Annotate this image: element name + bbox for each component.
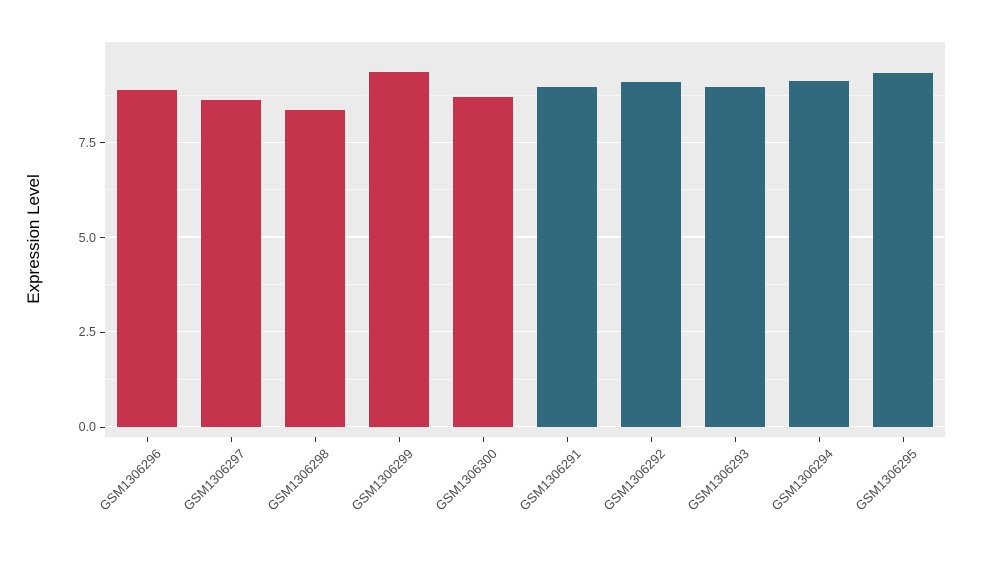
gridline-major bbox=[105, 330, 945, 333]
x-tick bbox=[902, 437, 904, 442]
x-tick-label: GSM1306294 bbox=[768, 446, 836, 514]
y-tick-label: 5.0 bbox=[78, 230, 96, 245]
x-tick-label: GSM1306295 bbox=[852, 446, 920, 514]
bar-GSM1306291 bbox=[537, 86, 597, 427]
bar-GSM1306292 bbox=[621, 82, 681, 427]
x-tick-label: GSM1306299 bbox=[348, 446, 416, 514]
x-tick bbox=[734, 437, 736, 442]
gridline-major bbox=[105, 236, 945, 238]
gridline-minor bbox=[105, 189, 945, 191]
bar-GSM1306300 bbox=[453, 97, 513, 427]
x-tick-label: GSM1306291 bbox=[516, 446, 584, 514]
x-tick bbox=[230, 437, 232, 442]
bar-GSM1306299 bbox=[369, 72, 429, 427]
gridline-major bbox=[105, 141, 945, 143]
plot-panel bbox=[105, 42, 945, 437]
x-tick-label: GSM1306297 bbox=[180, 446, 248, 514]
bar-GSM1306295 bbox=[873, 72, 933, 427]
y-tick bbox=[100, 426, 105, 428]
x-tick-label: GSM1306298 bbox=[264, 446, 332, 514]
x-tick bbox=[398, 437, 400, 442]
x-tick-label: GSM1306292 bbox=[600, 446, 668, 514]
y-tick-label: 0.0 bbox=[78, 420, 96, 434]
x-tick bbox=[482, 437, 484, 442]
y-tick bbox=[100, 142, 105, 144]
gridline-minor bbox=[105, 378, 945, 380]
gridline-minor bbox=[105, 94, 945, 96]
x-tick bbox=[650, 437, 652, 442]
x-tick-label: GSM1306296 bbox=[96, 446, 164, 514]
y-axis-title: Expression Level bbox=[24, 174, 43, 304]
bar-GSM1306298 bbox=[285, 110, 345, 427]
bar-GSM1306294 bbox=[789, 80, 849, 427]
gridline-major bbox=[105, 425, 945, 427]
y-tick bbox=[100, 237, 105, 239]
y-tick-label: 2.5 bbox=[78, 325, 96, 340]
x-tick-label: GSM1306293 bbox=[684, 446, 752, 514]
bar-GSM1306296 bbox=[117, 89, 177, 427]
y-tick bbox=[100, 331, 105, 333]
gridline-minor bbox=[105, 284, 945, 285]
x-tick bbox=[314, 437, 316, 442]
x-tick bbox=[566, 437, 568, 442]
x-tick bbox=[818, 437, 820, 442]
x-tick-label: GSM1306300 bbox=[432, 446, 500, 514]
bar-GSM1306297 bbox=[201, 100, 261, 427]
x-tick bbox=[146, 437, 148, 442]
bar-GSM1306293 bbox=[705, 86, 765, 427]
y-tick-label: 7.5 bbox=[78, 135, 96, 150]
